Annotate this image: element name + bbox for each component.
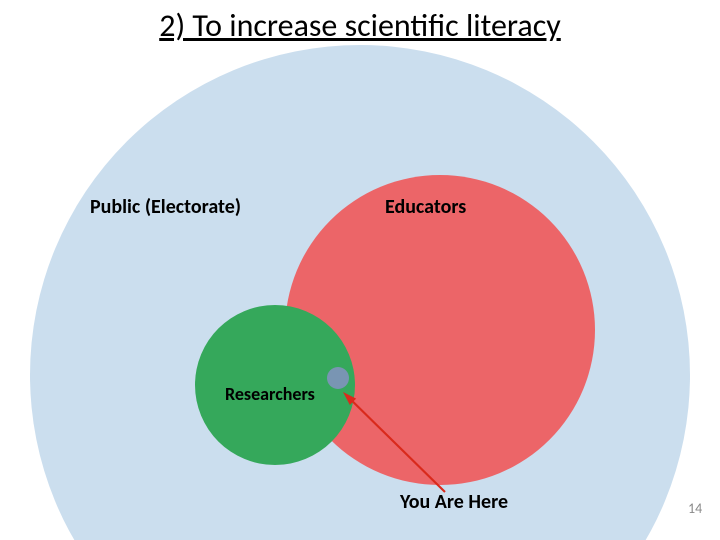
- you-are-here-arrow: [0, 0, 720, 540]
- you-are-here-label: You Are Here: [400, 490, 508, 514]
- public-label: Public (Electorate): [90, 195, 241, 219]
- researchers-label: Researchers: [225, 383, 315, 405]
- slide-stage: 2) To increase scientific literacy Publi…: [0, 0, 720, 540]
- educators-label: Educators: [385, 195, 466, 219]
- page-number: 14: [688, 500, 702, 517]
